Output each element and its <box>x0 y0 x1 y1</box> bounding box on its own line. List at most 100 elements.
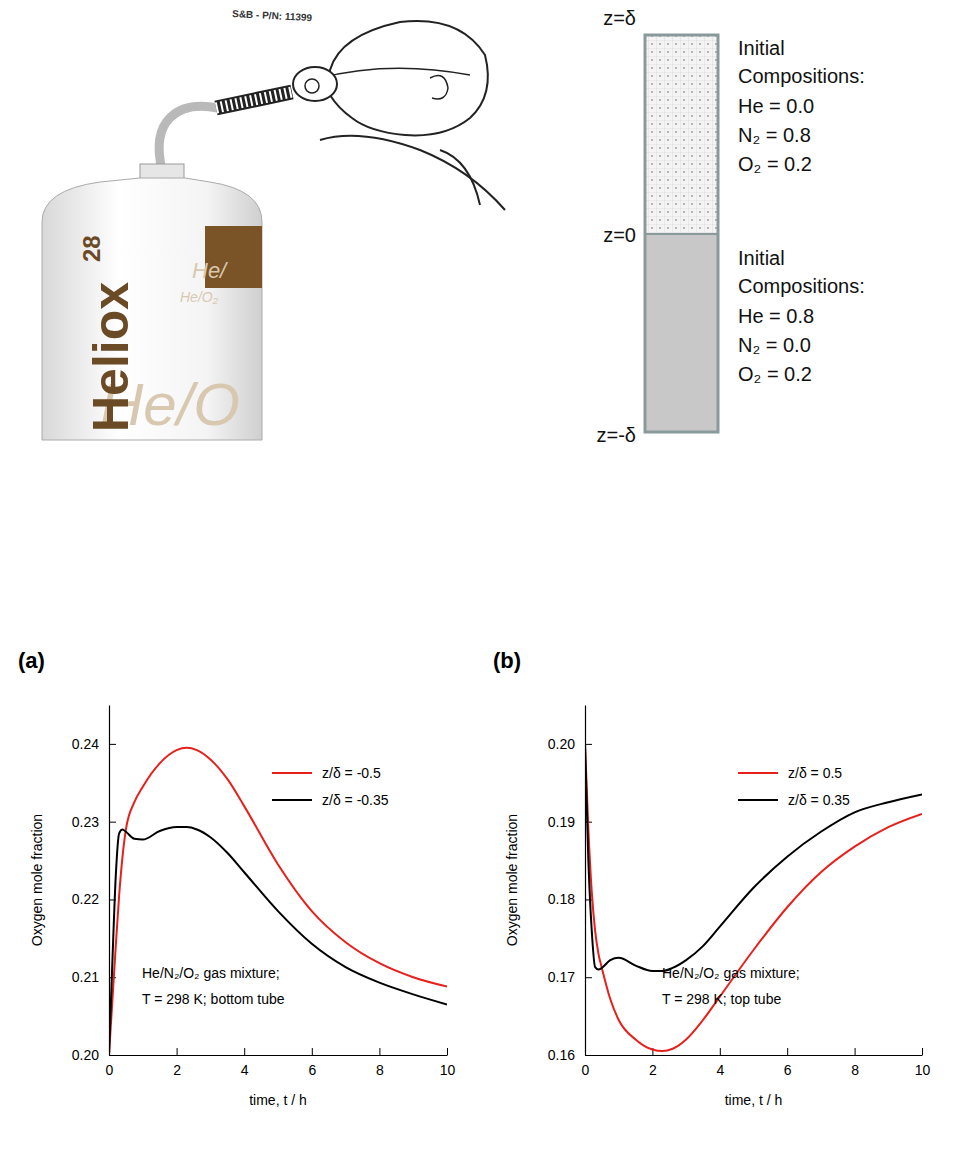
region-line: O₂ = 0.2 <box>738 363 812 385</box>
x-tick: 8 <box>851 1048 859 1078</box>
tube-top <box>645 35 718 234</box>
annotation: T = 298 K; top tube <box>662 991 781 1007</box>
x-tick-mark <box>447 1048 448 1055</box>
x-tick-mark <box>312 1048 313 1055</box>
head <box>330 21 488 135</box>
x-tick-label: 6 <box>784 1062 792 1078</box>
series-line <box>585 744 922 1051</box>
region-line: He = 0.8 <box>738 305 814 327</box>
panel-letter: (a) <box>18 648 45 673</box>
region-line: O₂ = 0.2 <box>738 153 812 175</box>
x-axis-title: time, t / h <box>725 1092 783 1108</box>
y-tick-label: 0.20 <box>72 1047 99 1063</box>
z-label: z=δ <box>603 7 636 29</box>
legend-label: z/δ = 0.35 <box>788 792 850 808</box>
y-axis: 0.20 0.21 0.22 0.23 0.24 <box>72 706 116 1063</box>
legend-label: z/δ = -0.35 <box>322 792 389 808</box>
tube-diagram: z=δ z=0 z=-δ InitialCompositions: He = 0.0 N₂… <box>597 7 865 446</box>
y-tick: 0.17 <box>548 969 592 985</box>
legend-label: z/δ = 0.5 <box>788 765 842 781</box>
x-tick-mark <box>922 1048 923 1055</box>
series-line <box>585 744 922 971</box>
x-tick-mark <box>379 1048 380 1055</box>
x-tick-label: 4 <box>716 1062 724 1078</box>
x-axis: 0 2 4 6 8 10 <box>106 1048 456 1078</box>
legend-swatch <box>272 772 312 774</box>
x-tick: 10 <box>440 1048 456 1078</box>
region-line: He = 0.0 <box>738 95 814 117</box>
mask <box>293 67 337 101</box>
x-tick-label: 2 <box>173 1062 181 1078</box>
legend-swatch <box>738 799 778 801</box>
y-tick-label: 0.20 <box>548 736 575 752</box>
panel-letter: (b) <box>493 648 521 673</box>
mask-strap <box>320 68 470 78</box>
hose-corrugated-ribs <box>216 92 292 108</box>
y-tick-mark <box>585 744 592 745</box>
faint-text: He/ <box>192 258 228 283</box>
legend: z/δ = 0.5 z/δ = 0.35 <box>738 765 850 808</box>
hose <box>159 106 218 170</box>
hose-corrugated <box>216 92 292 108</box>
x-tick-mark <box>855 1048 856 1055</box>
legend-label: z/δ = -0.5 <box>322 765 381 781</box>
region-heading: InitialCompositions: <box>738 37 865 87</box>
x-tick-label: 4 <box>241 1062 249 1078</box>
y-tick-label: 0.24 <box>72 736 99 752</box>
x-tick-label: 6 <box>308 1062 316 1078</box>
x-tick-label: 8 <box>851 1062 859 1078</box>
y-tick-label: 0.23 <box>72 814 99 830</box>
y-tick: 0.21 <box>72 969 116 985</box>
y-tick: 0.16 <box>548 1047 592 1063</box>
legend: z/δ = -0.5 z/δ = -0.35 <box>272 765 389 808</box>
tube-frame <box>645 35 718 432</box>
x-tick: 10 <box>915 1048 931 1078</box>
x-tick-label: 10 <box>915 1062 931 1078</box>
annotation: He/N₂/O₂ gas mixture; <box>662 965 800 981</box>
tube-bottom <box>645 234 718 432</box>
y-tick-mark <box>109 822 116 823</box>
annotation: T = 298 K; bottom tube <box>142 991 285 1007</box>
y-tick-mark <box>109 1055 116 1056</box>
x-axis-line <box>586 1055 923 1056</box>
x-tick-label: 0 <box>582 1062 590 1078</box>
x-tick: 6 <box>308 1048 316 1078</box>
x-tick-label: 2 <box>649 1062 657 1078</box>
region-line: N₂ = 0.0 <box>738 334 811 356</box>
x-axis-line <box>110 1055 448 1056</box>
y-axis-title: Oxygen mole fraction <box>29 814 45 946</box>
y-tick-mark <box>585 1055 592 1056</box>
x-axis-title: time, t / h <box>249 1092 307 1108</box>
x-tick-mark <box>244 1048 245 1055</box>
x-tick-label: 0 <box>106 1062 114 1078</box>
z-label: z=-δ <box>597 424 636 446</box>
x-tick-label: 10 <box>440 1062 456 1078</box>
y-tick-label: 0.21 <box>72 969 99 985</box>
z-label: z=0 <box>603 224 636 246</box>
x-axis: 0 2 4 6 8 10 <box>582 1048 931 1078</box>
x-tick-mark <box>787 1048 788 1055</box>
x-tick-label: 8 <box>376 1062 384 1078</box>
legend-swatch <box>272 799 312 801</box>
x-tick: 6 <box>784 1048 792 1078</box>
series-line <box>109 748 447 1055</box>
chart-panel: (b)02468100.160.170.180.190.20time, t / … <box>493 648 930 1108</box>
plot-area <box>109 748 447 1055</box>
y-tick: 0.18 <box>548 891 592 907</box>
x-tick-mark <box>177 1048 178 1055</box>
y-tick-mark <box>585 977 592 978</box>
shoulder <box>320 136 505 210</box>
brand-number: 28 <box>78 235 105 262</box>
tube-divider <box>645 233 718 235</box>
y-axis-title: Oxygen mole fraction <box>504 814 520 946</box>
brand: Heliox <box>83 282 139 432</box>
shoulder-back <box>440 150 480 205</box>
x-tick: 2 <box>649 1048 657 1078</box>
ear <box>430 76 448 99</box>
y-tick-label: 0.18 <box>548 891 575 907</box>
y-tick: 0.23 <box>72 814 116 830</box>
y-tick-mark <box>109 744 116 745</box>
y-tick-label: 0.22 <box>72 891 99 907</box>
x-tick: 4 <box>716 1048 724 1078</box>
region-line: N₂ = 0.8 <box>738 124 811 146</box>
